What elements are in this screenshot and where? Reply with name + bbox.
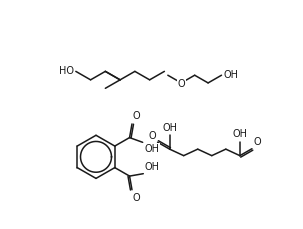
Text: HO: HO [59,66,74,76]
Text: O: O [133,193,140,203]
Text: O: O [178,79,185,89]
Text: OH: OH [223,70,238,80]
Text: OH: OH [145,162,160,172]
Text: O: O [148,131,156,141]
Text: OH: OH [232,129,247,139]
Text: OH: OH [162,123,177,133]
Text: O: O [133,111,140,121]
Text: O: O [254,137,261,147]
Text: OH: OH [144,144,159,154]
